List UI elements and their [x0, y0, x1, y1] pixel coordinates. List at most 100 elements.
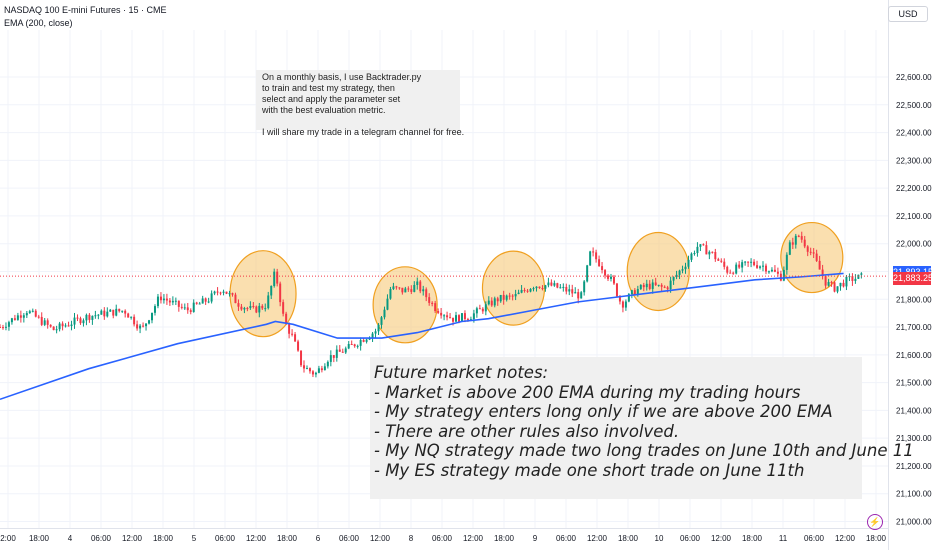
y-tick-label: 21,000.00 [896, 518, 932, 527]
candle-body [431, 302, 434, 304]
candle-body [4, 326, 7, 328]
candle-body [690, 253, 693, 260]
candle-body [43, 320, 46, 325]
candle-body [517, 292, 520, 295]
x-tick-label: 6 [316, 534, 321, 543]
candle-body [249, 306, 252, 309]
candle-body [544, 285, 547, 289]
candle-body [788, 242, 791, 255]
x-tick-label: 18:00 [153, 534, 174, 543]
candle-body [717, 259, 720, 261]
candle-body [502, 294, 505, 300]
candle-body [687, 259, 690, 267]
candle-body [171, 300, 174, 303]
candle-body [264, 308, 267, 310]
candle-body [222, 291, 225, 293]
candle-body [660, 284, 663, 287]
candle-body [198, 303, 201, 305]
candle-body [657, 284, 660, 286]
candle-body [335, 349, 338, 358]
candle-body [291, 333, 294, 335]
y-tick-label: 22,000.00 [896, 240, 932, 249]
candle-body [407, 288, 410, 290]
candle-body [806, 246, 809, 252]
candle-body [836, 286, 839, 292]
lightning-icon[interactable]: ⚡ [867, 514, 883, 530]
candle-body [237, 303, 240, 307]
candle-body [449, 317, 452, 319]
candle-body [857, 274, 860, 279]
currency-button[interactable]: USD [888, 6, 928, 22]
candle-body [434, 303, 437, 312]
candle-body [112, 309, 115, 316]
candle-body [156, 296, 159, 307]
candle-body [320, 368, 323, 371]
candle-body [842, 282, 845, 287]
candle-body [142, 325, 145, 327]
candle-body [124, 310, 127, 314]
symbol-title[interactable]: NASDAQ 100 E-mini Futures · 15 · CME [4, 5, 167, 15]
candle-body [300, 350, 303, 366]
candle-body [651, 282, 654, 289]
candle-body [67, 325, 70, 327]
candle-body [827, 282, 830, 286]
x-tick-label: 18:00 [866, 534, 887, 543]
y-tick-label: 22,200.00 [896, 184, 932, 193]
x-tick-label: 5 [192, 534, 197, 543]
candle-body [159, 296, 162, 301]
indicator-legend[interactable]: EMA (200, close) [4, 18, 73, 28]
candle-body [326, 361, 329, 367]
note-line: select and apply the parameter set [262, 94, 401, 104]
candle-body [598, 259, 601, 267]
candle-body [106, 311, 109, 317]
candle-body [216, 291, 219, 293]
text-note-top[interactable]: On a monthly basis, I use Backtrader.py … [256, 70, 464, 137]
candle-body [767, 271, 770, 273]
candle-body [76, 317, 79, 319]
candle-body [413, 284, 416, 292]
candle-body [28, 311, 31, 314]
candle-body [452, 317, 455, 322]
candle-body [49, 324, 52, 327]
text-note-bottom[interactable]: Future market notes: - Market is above 2… [370, 357, 914, 499]
candle-body [88, 314, 91, 320]
x-tick-label: 12:00 [711, 534, 732, 543]
highlight-circle [626, 231, 690, 312]
candle-body [279, 283, 282, 303]
candle-body [514, 294, 517, 297]
candle-body [568, 289, 571, 292]
x-tick-label: 18:00 [494, 534, 515, 543]
x-tick-label: 18:00 [277, 534, 298, 543]
candle-body [180, 306, 183, 308]
candle-body [759, 266, 762, 268]
x-tick-label: 18:00 [618, 534, 639, 543]
candle-body [720, 260, 723, 262]
candle-body [639, 284, 642, 290]
candle-body [612, 276, 615, 284]
candle-body [681, 269, 684, 271]
candle-body [684, 266, 687, 270]
candle-body [210, 293, 213, 302]
candle-body [636, 289, 639, 295]
candle-body [556, 283, 559, 288]
candle-body [186, 307, 189, 311]
candle-body [389, 289, 392, 299]
candle-body [380, 317, 383, 325]
candle-body [425, 289, 428, 298]
candle-body [97, 314, 100, 316]
candle-body [61, 323, 64, 327]
candle-body [34, 310, 37, 317]
candle-body [669, 280, 672, 290]
candle-body [127, 313, 130, 318]
candle-body [410, 289, 413, 292]
candle-body [624, 301, 627, 308]
candle-body [675, 274, 678, 278]
candle-body [455, 315, 458, 322]
y-tick-label: 22,100.00 [896, 212, 932, 221]
candle-body [490, 300, 493, 306]
candle-body [604, 270, 607, 276]
candle-body [168, 300, 171, 303]
candle-body [732, 272, 735, 274]
candle-body [383, 309, 386, 318]
candle-body [91, 315, 94, 320]
